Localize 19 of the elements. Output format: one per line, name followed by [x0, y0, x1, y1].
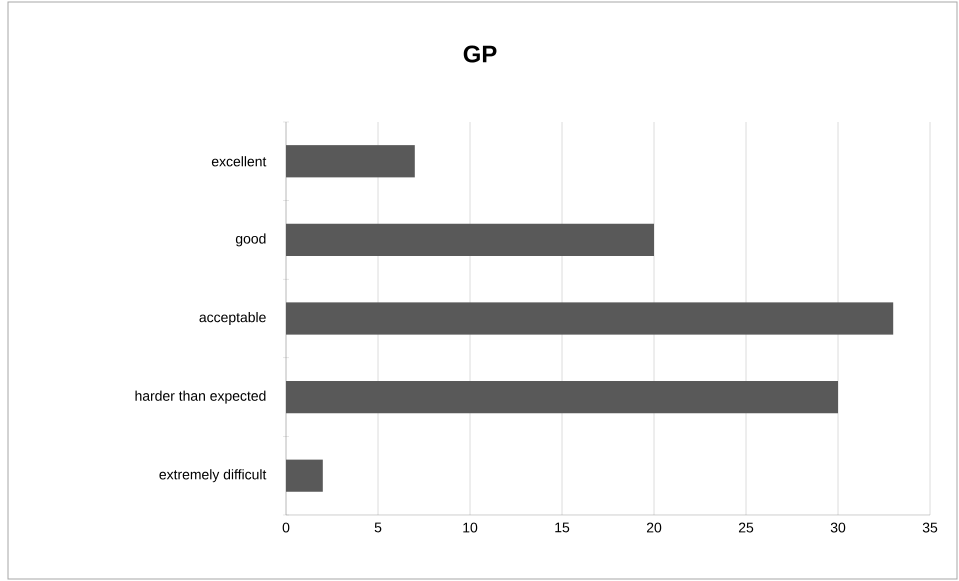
- x-tick-label: 0: [282, 522, 290, 533]
- bar: [286, 302, 894, 335]
- bar: [286, 380, 838, 414]
- y-tick-label: harder than expected: [136, 390, 266, 404]
- chart-title: GP: [464, 46, 496, 62]
- bar: [286, 460, 323, 492]
- y-tick-label: good: [236, 233, 266, 246]
- bar: [286, 224, 654, 256]
- x-tick-label: 5: [374, 522, 382, 532]
- y-tick-label: acceptable: [199, 312, 266, 325]
- y-tick-label: extremely difficult: [159, 469, 266, 482]
- x-tick-label: 15: [555, 522, 570, 532]
- x-tick-label: 10: [463, 522, 478, 533]
- x-tick-label: 35: [922, 522, 938, 533]
- bar: [286, 145, 415, 178]
- x-tick-label: 20: [646, 522, 662, 533]
- x-tick-label: 30: [830, 522, 846, 533]
- y-tick-label: excellent: [212, 156, 266, 166]
- x-tick-label: 25: [738, 522, 754, 533]
